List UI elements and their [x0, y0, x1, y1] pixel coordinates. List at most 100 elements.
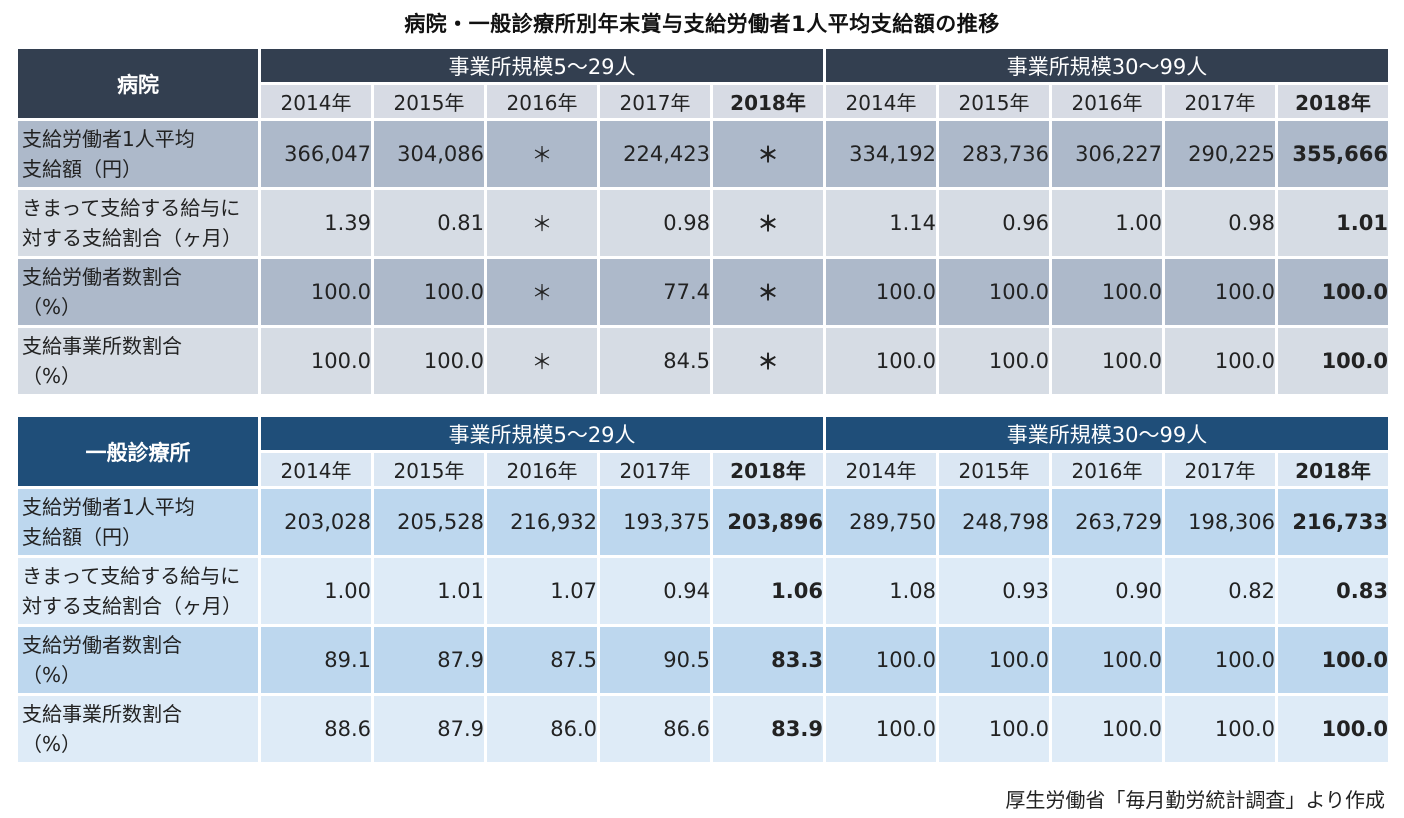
year-header: 2014年	[261, 453, 371, 486]
row-label: 支給事業所数割合 （%）	[18, 328, 258, 394]
year-header: 2016年	[1052, 453, 1162, 486]
table-cell: 100.0	[826, 259, 936, 325]
table-cell: ＊	[487, 121, 597, 187]
table-cell: 193,375	[600, 489, 710, 555]
year-header: 2018年	[713, 453, 823, 486]
year-header: 2016年	[1052, 85, 1162, 118]
row-label-line: 支給労働者数割合	[22, 265, 182, 289]
year-header: 2014年	[261, 85, 371, 118]
row-label: きまって支給する給与に 対する支給割合（ヶ月）	[18, 190, 258, 256]
row-label: 支給労働者1人平均 支給額（円）	[18, 121, 258, 187]
table-cell: 1.00	[261, 558, 371, 624]
table-cell: 100.0	[261, 259, 371, 325]
table-cell: ＊	[713, 328, 823, 394]
table-cell: ＊	[487, 328, 597, 394]
table-cell: 1.01	[374, 558, 484, 624]
year-header: 2018年	[713, 85, 823, 118]
table-cell: 1.14	[826, 190, 936, 256]
row-label-line: きまって支給する給与に	[22, 564, 241, 588]
year-header: 2017年	[1165, 453, 1275, 486]
group-header: 事業所規模5～29人	[261, 49, 823, 82]
table-cell: 100.0	[1052, 259, 1162, 325]
table-cell: 0.96	[939, 190, 1049, 256]
table-cell: 203,896	[713, 489, 823, 555]
table-cell: 0.83	[1278, 558, 1388, 624]
table-cell: 290,225	[1165, 121, 1275, 187]
row-label: きまって支給する給与に 対する支給割合（ヶ月）	[18, 558, 258, 624]
table-cell: 0.94	[600, 558, 710, 624]
table-cell: 198,306	[1165, 489, 1275, 555]
row-label: 支給労働者1人平均 支給額（円）	[18, 489, 258, 555]
group-header: 事業所規模30～99人	[826, 417, 1388, 450]
table-cell: 248,798	[939, 489, 1049, 555]
table-cell: 1.08	[826, 558, 936, 624]
table-row: きまって支給する給与に 対する支給割合（ヶ月） 1.00 1.01 1.07 0.94 1.…	[18, 558, 1388, 624]
row-label-line: （%）	[22, 732, 82, 756]
table-cell: ＊	[487, 190, 597, 256]
table-cell: 263,729	[1052, 489, 1162, 555]
year-header: 2016年	[487, 453, 597, 486]
year-header: 2017年	[600, 85, 710, 118]
row-label-line: 支給額（円）	[22, 525, 142, 549]
table-cell: 334,192	[826, 121, 936, 187]
table-cell: 100.0	[1165, 627, 1275, 693]
row-label-line: 支給事業所数割合	[22, 334, 182, 358]
table-cell: 203,028	[261, 489, 371, 555]
table-row: 支給事業所数割合 （%） 100.0 100.0 ＊ 84.5 ＊ 100.0 100.0 100…	[18, 328, 1388, 394]
year-header: 2018年	[1278, 453, 1388, 486]
group-header: 事業所規模5～29人	[261, 417, 823, 450]
table-cell: 100.0	[1165, 696, 1275, 762]
table-cell: 83.9	[713, 696, 823, 762]
table-row: 支給労働者数割合 （%） 89.1 87.9 87.5 90.5 83.3 100.0 100.…	[18, 627, 1388, 693]
table-cell: 216,733	[1278, 489, 1388, 555]
table-cell: 224,423	[600, 121, 710, 187]
table-cell: ＊	[713, 259, 823, 325]
row-label: 支給労働者数割合 （%）	[18, 627, 258, 693]
table-cell: 87.5	[487, 627, 597, 693]
table-cell: 84.5	[600, 328, 710, 394]
year-header: 2014年	[826, 453, 936, 486]
table-cell: 366,047	[261, 121, 371, 187]
row-label-line: きまって支給する給与に	[22, 196, 241, 220]
row-label-line: （%）	[22, 364, 82, 388]
table-cell: 1.07	[487, 558, 597, 624]
table-cell: 1.39	[261, 190, 371, 256]
table-cell: 100.0	[826, 328, 936, 394]
source-note: 厚生労働省「毎月勤労統計調査」より作成	[1005, 788, 1385, 812]
table-cell: 100.0	[1052, 328, 1162, 394]
table-cell: 100.0	[1278, 696, 1388, 762]
table-cell: 89.1	[261, 627, 371, 693]
table-cell: ＊	[713, 121, 823, 187]
table-cell: 1.00	[1052, 190, 1162, 256]
clinic-table: 一般診療所 事業所規模5～29人 事業所規模30～99人 2014年 2015年…	[15, 414, 1391, 765]
table-cell: 100.0	[1278, 259, 1388, 325]
year-header: 2017年	[600, 453, 710, 486]
year-header: 2014年	[826, 85, 936, 118]
table-cell: 100.0	[1278, 627, 1388, 693]
row-label: 支給事業所数割合 （%）	[18, 696, 258, 762]
year-header: 2016年	[487, 85, 597, 118]
row-label-line: 支給労働者1人平均	[22, 127, 195, 151]
table-row: 支給事業所数割合 （%） 88.6 87.9 86.0 86.6 83.9 100.0 100.…	[18, 696, 1388, 762]
year-header: 2015年	[939, 453, 1049, 486]
table-row: 支給労働者1人平均 支給額（円） 366,047 304,086 ＊ 224,423 ＊ 33…	[18, 121, 1388, 187]
table-cell: 1.01	[1278, 190, 1388, 256]
row-label-line: 対する支給割合（ヶ月）	[22, 226, 242, 250]
table-cell: 83.3	[713, 627, 823, 693]
group-header: 事業所規模30～99人	[826, 49, 1388, 82]
table-cell: 0.81	[374, 190, 484, 256]
table-cell: 87.9	[374, 627, 484, 693]
year-header: 2015年	[374, 453, 484, 486]
table-cell: 100.0	[939, 696, 1049, 762]
table-cell: 100.0	[1052, 696, 1162, 762]
table-row: きまって支給する給与に 対する支給割合（ヶ月） 1.39 0.81 ＊ 0.98 ＊ 1.14…	[18, 190, 1388, 256]
table-cell: 88.6	[261, 696, 371, 762]
table-cell: 205,528	[374, 489, 484, 555]
table-cell: 289,750	[826, 489, 936, 555]
year-header: 2015年	[939, 85, 1049, 118]
row-label-line: 対する支給割合（ヶ月）	[22, 594, 242, 618]
table-cell: 77.4	[600, 259, 710, 325]
table-cell: 0.98	[1165, 190, 1275, 256]
table-cell: 100.0	[1052, 627, 1162, 693]
year-header: 2015年	[374, 85, 484, 118]
